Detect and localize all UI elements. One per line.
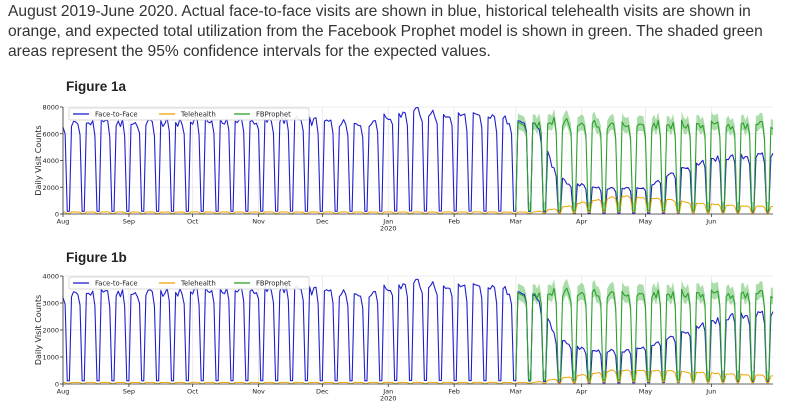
legend-label: Telehealth — [180, 111, 216, 119]
y-tick-label: 0 — [55, 381, 59, 389]
legend-box — [68, 276, 310, 290]
y-tick-label: 2000 — [42, 327, 59, 335]
x-tick-label: Aug — [57, 388, 70, 396]
x-tick-label: Oct — [187, 388, 199, 396]
telehealth-series-line — [62, 369, 774, 385]
x-tick-label: Sep — [123, 388, 135, 396]
x-tick-label: Nov — [252, 218, 265, 226]
x-tick-label: Nov — [252, 388, 265, 396]
x-tick-label: Sep — [123, 218, 135, 226]
fbprophet-series-line — [515, 116, 774, 212]
legend-label: FBProphet — [256, 280, 291, 288]
x-tick-label: Feb — [448, 218, 460, 226]
x-tick-label: Feb — [448, 388, 460, 396]
y-tick-label: 2000 — [42, 184, 59, 192]
legend-label: FBProphet — [256, 111, 291, 119]
face-to-face-series-line — [62, 107, 774, 214]
y-axis-label: Daily Visit Counts — [34, 125, 43, 195]
legend-box — [68, 107, 310, 121]
figure-caption: August 2019-June 2020. Actual face-to-fa… — [8, 3, 763, 60]
x-tick-sublabel: 2020 — [380, 225, 397, 233]
x-tick-label: May — [639, 218, 653, 226]
y-axis-label: Daily Visit Counts — [34, 295, 43, 365]
confidence-band — [515, 278, 773, 384]
x-tick-label: Jun — [705, 218, 716, 226]
x-tick-label: May — [639, 388, 653, 396]
x-tick-label: Dec — [316, 388, 329, 396]
y-tick-label: 1000 — [42, 354, 59, 362]
telehealth-series-line — [62, 195, 774, 215]
x-tick-label: Oct — [187, 218, 199, 226]
y-tick-label: 4000 — [42, 157, 59, 165]
legend-label: Face-to-Face — [95, 111, 138, 119]
fbprophet-series-line — [515, 287, 774, 381]
legend-label: Face-to-Face — [95, 280, 138, 288]
x-tick-label: Dec — [316, 218, 329, 226]
figure-1b-title: Figure 1b — [66, 250, 127, 265]
x-tick-sublabel: 2020 — [380, 395, 397, 403]
face-to-face-series-line — [62, 278, 774, 384]
x-tick-label: Jan — [382, 388, 393, 396]
y-tick-label: 0 — [55, 211, 59, 219]
y-tick-label: 4000 — [42, 273, 59, 281]
x-tick-label: Jun — [705, 388, 716, 396]
figure-1a-title: Figure 1a — [66, 79, 127, 94]
x-tick-label: Mar — [510, 218, 523, 226]
legend-label: Telehealth — [180, 280, 216, 288]
x-tick-label: Apr — [576, 388, 588, 396]
x-tick-label: Aug — [57, 218, 70, 226]
y-tick-label: 6000 — [42, 130, 59, 138]
x-tick-label: Jan — [382, 218, 393, 226]
x-tick-label: Mar — [510, 388, 523, 396]
y-tick-label: 3000 — [42, 300, 59, 308]
x-tick-label: Apr — [576, 218, 588, 226]
y-tick-label: 8000 — [42, 104, 59, 112]
